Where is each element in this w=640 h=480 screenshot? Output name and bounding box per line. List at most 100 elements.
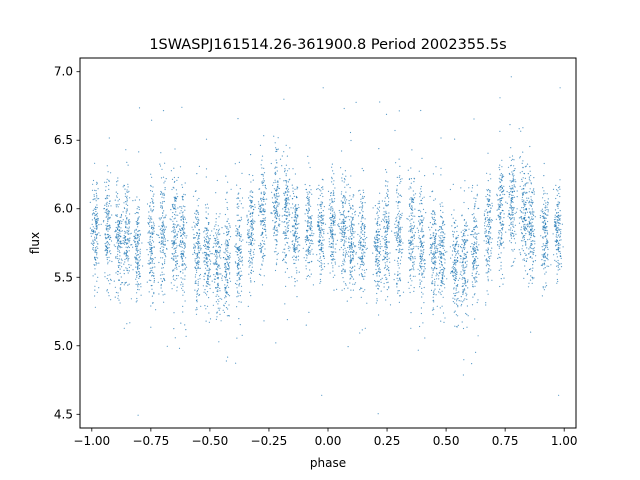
data-point: [417, 246, 419, 248]
data-point: [178, 224, 180, 226]
data-point: [395, 201, 397, 203]
data-point: [196, 199, 198, 201]
data-point: [423, 259, 425, 261]
data-point: [118, 262, 121, 264]
data-point: [208, 238, 210, 240]
data-point: [432, 272, 434, 274]
data-point: [323, 231, 325, 233]
data-point: [296, 270, 298, 272]
data-point: [386, 205, 388, 207]
data-point: [170, 209, 172, 211]
data-point: [150, 251, 152, 253]
data-point: [344, 247, 346, 249]
data-point: [127, 240, 129, 242]
data-point: [259, 211, 261, 213]
data-point: [333, 251, 335, 253]
data-point: [414, 258, 416, 260]
data-point: [176, 286, 178, 288]
data-point: [138, 277, 140, 279]
data-point: [421, 197, 424, 199]
data-point: [382, 238, 384, 240]
data-point: [107, 218, 109, 220]
data-point: [117, 239, 120, 241]
data-point: [219, 249, 221, 251]
data-point: [205, 257, 207, 260]
data-point: [410, 182, 412, 184]
data-point: [443, 275, 445, 277]
data-point: [311, 232, 313, 234]
data-point: [340, 232, 342, 234]
data-point: [420, 240, 422, 242]
data-point: [378, 275, 380, 277]
data-point: [138, 257, 140, 259]
data-point: [441, 264, 443, 266]
data-point: [173, 256, 175, 258]
data-point: [238, 247, 240, 249]
data-point: [413, 226, 415, 228]
data-point: [350, 230, 352, 232]
data-point: [250, 232, 252, 234]
data-point: [297, 251, 299, 253]
data-point: [285, 215, 287, 217]
data-point: [396, 216, 398, 218]
data-point: [360, 247, 362, 249]
data-point: [150, 248, 152, 251]
data-point: [421, 287, 423, 289]
data-point: [247, 222, 249, 224]
data-point: [395, 217, 397, 219]
data-point: [236, 283, 238, 285]
data-point: [181, 106, 183, 108]
data-point: [363, 226, 365, 228]
data-point: [294, 214, 296, 216]
data-point: [182, 216, 184, 218]
data-point: [263, 320, 265, 322]
data-point: [135, 249, 137, 251]
data-point: [434, 214, 436, 216]
data-point: [359, 239, 361, 241]
data-point: [184, 278, 186, 280]
data-point: [161, 205, 163, 207]
data-point: [343, 181, 345, 183]
data-point: [279, 219, 281, 221]
data-point: [96, 198, 98, 200]
data-point: [386, 261, 388, 263]
data-point: [126, 196, 128, 199]
data-point: [339, 218, 341, 220]
data-point: [162, 228, 164, 230]
data-point: [135, 278, 137, 280]
data-point: [151, 211, 153, 213]
data-point: [163, 236, 165, 238]
data-point: [182, 230, 184, 232]
data-point: [414, 193, 417, 195]
data-point: [418, 220, 420, 222]
data-point: [354, 210, 357, 212]
data-point: [439, 244, 441, 246]
data-point: [105, 212, 108, 214]
data-point: [451, 254, 453, 256]
data-point: [264, 209, 266, 211]
data-point: [134, 229, 136, 231]
data-point: [331, 176, 333, 178]
data-point: [92, 213, 94, 215]
data-point: [240, 220, 242, 222]
data-point: [435, 238, 437, 240]
data-point: [108, 202, 110, 205]
data-point: [440, 209, 442, 212]
data-point: [456, 238, 458, 240]
data-point: [360, 231, 362, 233]
data-point: [198, 250, 200, 252]
data-point: [295, 211, 297, 213]
data-point: [353, 245, 355, 247]
data-point: [432, 224, 434, 226]
data-point: [228, 295, 231, 297]
data-point: [410, 327, 412, 329]
data-point: [225, 175, 227, 177]
data-point: [440, 167, 442, 169]
data-point: [118, 258, 120, 260]
data-point: [153, 206, 155, 208]
data-point: [354, 283, 356, 285]
data-point: [330, 208, 332, 210]
data-point: [333, 289, 335, 291]
data-point: [206, 232, 209, 234]
data-point: [132, 200, 134, 202]
